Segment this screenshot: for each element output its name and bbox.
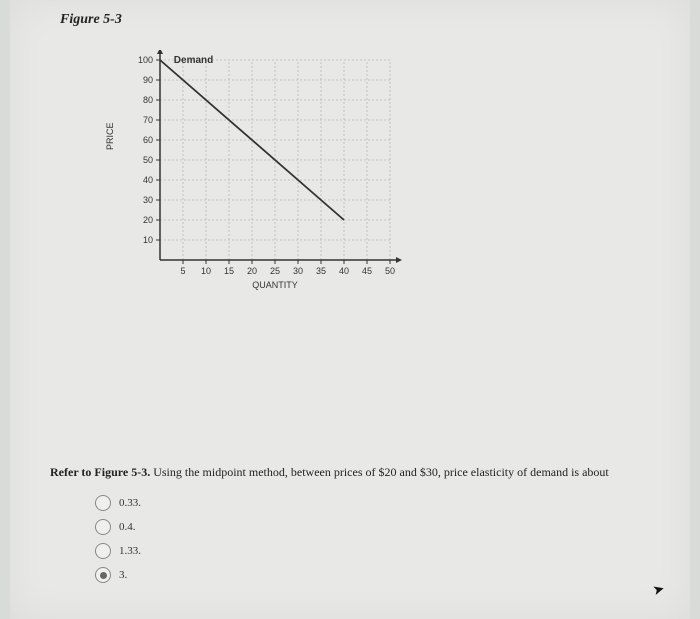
option-label: 1.33. <box>119 545 141 557</box>
svg-text:50: 50 <box>143 155 153 165</box>
answer-option[interactable]: 0.33. <box>95 495 141 511</box>
svg-text:30: 30 <box>143 195 153 205</box>
answer-option[interactable]: 1.33. <box>95 543 141 559</box>
svg-text:70: 70 <box>143 115 153 125</box>
option-label: 3. <box>119 569 127 581</box>
demand-chart: 10 20 30 40 50 60 70 80 90 100 5 10 15 20 25 30 35 40 45 50… <box>130 50 410 300</box>
svg-text:15: 15 <box>224 266 234 276</box>
svg-text:80: 80 <box>143 95 153 105</box>
svg-text:60: 60 <box>143 135 153 145</box>
svg-text:50: 50 <box>385 266 395 276</box>
radio-icon[interactable] <box>95 567 111 583</box>
svg-text:25: 25 <box>270 266 280 276</box>
option-label: 0.33. <box>119 497 141 509</box>
answer-option[interactable]: 3. <box>95 567 141 583</box>
figure-title: Figure 5-3 <box>60 12 122 28</box>
svg-text:30: 30 <box>293 266 303 276</box>
svg-text:5: 5 <box>180 266 185 276</box>
svg-text:40: 40 <box>339 266 349 276</box>
svg-text:90: 90 <box>143 75 153 85</box>
question-prefix: Refer to Figure 5-3. <box>50 465 150 479</box>
svg-text:QUANTITY: QUANTITY <box>252 280 298 290</box>
svg-text:20: 20 <box>247 266 257 276</box>
option-label: 0.4. <box>119 521 136 533</box>
question-text: Refer to Figure 5-3. Using the midpoint … <box>50 465 690 480</box>
svg-text:40: 40 <box>143 175 153 185</box>
svg-text:10: 10 <box>143 235 153 245</box>
svg-text:100: 100 <box>138 55 153 65</box>
svg-text:35: 35 <box>316 266 326 276</box>
answer-options: 0.33. 0.4. 1.33. 3. <box>95 495 141 591</box>
answer-option[interactable]: 0.4. <box>95 519 141 535</box>
question-body: Using the midpoint method, between price… <box>153 465 609 479</box>
svg-text:45: 45 <box>362 266 372 276</box>
svg-text:10: 10 <box>201 266 211 276</box>
radio-icon[interactable] <box>95 519 111 535</box>
chart-ylabel: PRICE <box>105 122 115 150</box>
radio-icon[interactable] <box>95 495 111 511</box>
cursor-icon: ➤ <box>651 581 667 600</box>
page-background: Figure 5-3 PRICE 10203040506070809010051… <box>10 0 690 619</box>
svg-text:Demand: Demand <box>174 55 213 66</box>
radio-icon[interactable] <box>95 543 111 559</box>
svg-text:20: 20 <box>143 215 153 225</box>
